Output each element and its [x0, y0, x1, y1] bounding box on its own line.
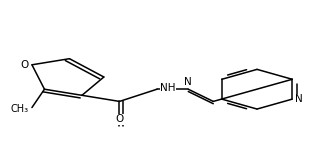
Text: NH: NH	[160, 83, 176, 93]
Text: O: O	[115, 114, 124, 124]
Text: N: N	[295, 94, 303, 104]
Text: CH₃: CH₃	[11, 104, 29, 114]
Text: N: N	[184, 77, 192, 87]
Text: O: O	[21, 60, 29, 70]
